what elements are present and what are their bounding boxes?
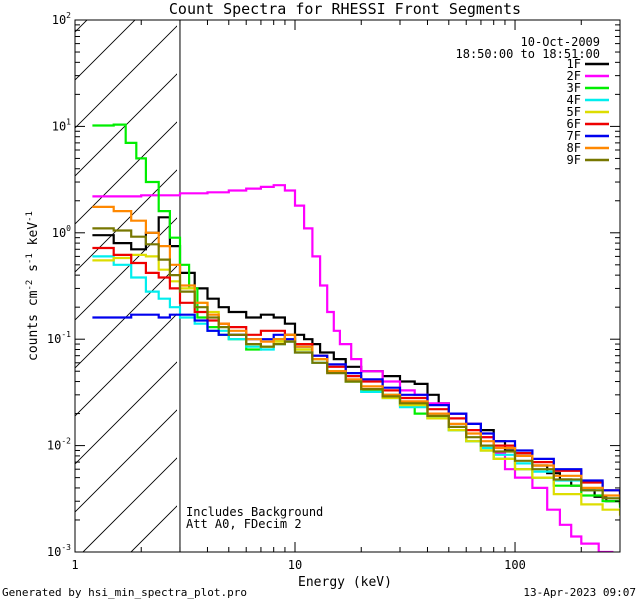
y-label-exp3: -1 — [25, 211, 35, 222]
axis-ticks — [74, 19, 621, 553]
x-tick-label: 100 — [504, 558, 526, 572]
series-line-2F — [92, 184, 614, 552]
y-label-exp1: -2 — [25, 280, 35, 291]
hatch-stroke — [75, 361, 177, 465]
y-tick-label: 10-3 — [47, 543, 71, 559]
annotation-background: Includes Background — [186, 505, 323, 519]
legend-label-1F: 1F — [567, 57, 581, 71]
hatch-stroke — [75, 73, 177, 177]
footer-generated-by: Generated by hsi_min_spectra_plot.pro — [2, 586, 247, 599]
y-label-part-c: keV — [26, 222, 41, 253]
hatch-stroke — [75, 409, 177, 513]
hatch-stroke — [75, 121, 177, 225]
x-tick-labels: 1 10 100 — [71, 558, 525, 572]
series-line-9F — [92, 227, 620, 505]
x-tick-label: 10 — [288, 558, 302, 572]
chart-title: Count Spectra for RHESSI Front Segments — [169, 0, 521, 18]
footer-timestamp: 13-Apr-2023 09:07 — [523, 586, 636, 599]
legend-label-3F: 3F — [567, 81, 581, 95]
series-line-3F — [92, 123, 620, 508]
x-axis-label: Energy (keV) — [298, 575, 392, 590]
series-line-7F — [92, 313, 620, 499]
legend-label-5F: 5F — [567, 105, 581, 119]
info-time-range: 18:50:00 to 18:51:00 — [456, 47, 601, 61]
series-line-5F — [92, 253, 620, 516]
legend-label-2F: 2F — [567, 69, 581, 83]
y-tick-label: 101 — [52, 117, 71, 133]
hatch-stroke — [75, 265, 177, 369]
y-label-exp2: -1 — [25, 253, 35, 264]
legend-label-8F: 8F — [567, 141, 581, 155]
hatch-stroke — [75, 20, 88, 33]
y-tick-label: 10-1 — [47, 330, 71, 346]
hatch-stroke — [75, 20, 136, 81]
legend-label-7F: 7F — [567, 129, 581, 143]
hatch-stroke — [75, 217, 177, 321]
info-date: 10-Oct-2009 — [521, 35, 600, 49]
y-tick-label: 10-2 — [47, 437, 71, 453]
y-label-part-a: counts cm — [26, 290, 41, 361]
y-tick-label: 100 — [52, 224, 71, 240]
annotation-attenuator: Att A0, FDecim 2 — [186, 517, 302, 531]
series-line-8F — [92, 205, 620, 502]
legend-label-4F: 4F — [567, 93, 581, 107]
y-axis-label: counts cm-2 s-1 keV-1 — [25, 211, 41, 361]
y-label-part-b: s — [26, 264, 41, 280]
y-tick-labels: 10-3 10-2 10-1 100 101 102 — [47, 11, 71, 559]
y-tick-label: 102 — [52, 11, 71, 27]
hatch-stroke — [82, 457, 177, 552]
hatch-stroke — [75, 25, 177, 129]
x-tick-label: 1 — [71, 558, 78, 572]
plot-frame — [74, 19, 621, 553]
legend-label-9F: 9F — [567, 153, 581, 167]
legend-label-6F: 6F — [567, 117, 581, 131]
series-lines — [92, 123, 620, 552]
